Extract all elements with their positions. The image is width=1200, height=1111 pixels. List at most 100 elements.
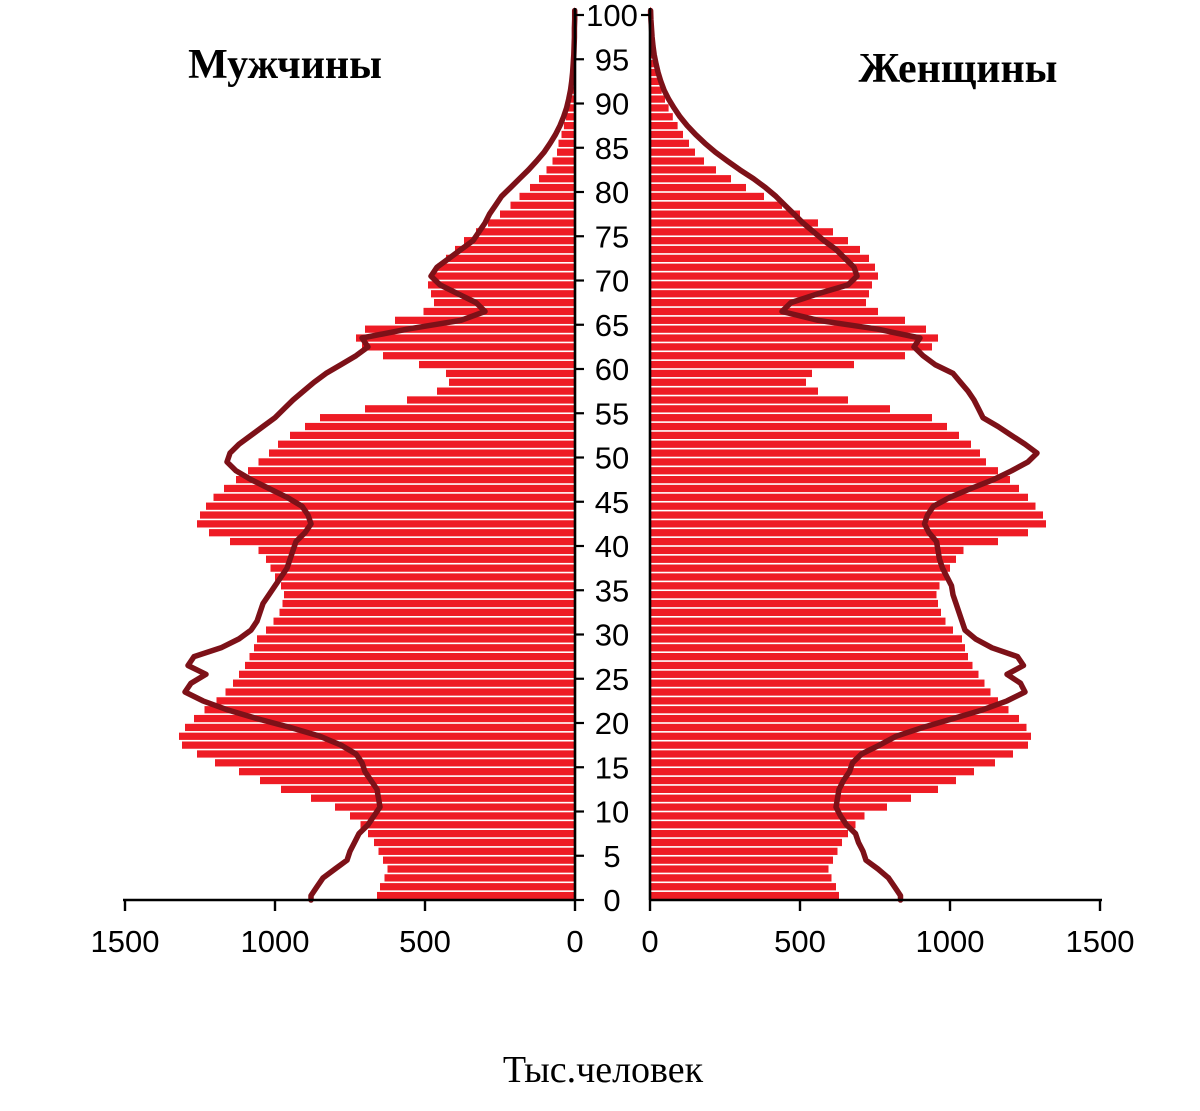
axes-layer [123, 8, 1102, 902]
males-bars-age-17 [182, 741, 575, 749]
males-bars-age-51 [278, 440, 575, 448]
males-bars-age-76 [488, 219, 575, 227]
females-bars-age-49 [650, 458, 986, 466]
females-bars-age-4 [650, 856, 833, 864]
females-bars-age-59 [650, 369, 812, 378]
females-bars-age-91 [650, 86, 662, 94]
males-bars-age-69 [428, 281, 575, 289]
males-bars-age-31 [273, 617, 575, 625]
left-x-tick-label-1500: 1500 [91, 924, 160, 959]
age-tick-label-60: 60 [595, 352, 629, 387]
age-tick-label-10: 10 [595, 795, 629, 830]
females-bars-age-14 [650, 768, 974, 776]
females-bars-age-79 [650, 192, 764, 201]
males-bars-age-2 [384, 874, 575, 882]
females-bars-age-75 [650, 228, 833, 236]
males-bars-age-63 [356, 334, 575, 342]
females-bars-age-68 [650, 290, 869, 298]
females-bars-age-7 [650, 830, 848, 838]
females-bars-age-36 [650, 573, 946, 581]
males-bars-age-79 [519, 192, 575, 201]
males-bars-age-6 [374, 838, 575, 847]
males-bars-age-9 [350, 812, 575, 820]
females-bars-age-6 [650, 838, 842, 847]
males-bars-age-49 [258, 458, 575, 466]
age-tick-label-45: 45 [595, 485, 629, 520]
females-bars-age-84 [650, 148, 695, 156]
males-bars-age-7 [368, 830, 575, 838]
females-bars-age-9 [650, 812, 865, 820]
males-bars-age-13 [260, 776, 575, 785]
females-bars-age-56 [650, 396, 848, 404]
females-bars-age-66 [650, 307, 878, 316]
left-panel-title: Мужчины [188, 42, 382, 88]
females-bars-age-78 [650, 201, 782, 209]
females-bars-age-45 [650, 493, 1028, 501]
females-bars-age-83 [650, 157, 704, 165]
females-bars-age-81 [650, 175, 731, 183]
right-x-tick-label-0: 0 [641, 924, 658, 959]
males-bars-age-48 [248, 467, 575, 475]
males-bars-age-62 [362, 343, 575, 351]
males-bars-age-38 [266, 555, 575, 563]
females-bars-age-65 [650, 316, 905, 324]
males-bars-age-66 [423, 307, 575, 316]
females-bars-age-67 [650, 299, 866, 307]
left-x-tick-label-500: 500 [399, 924, 451, 959]
females-bars-age-46 [650, 484, 1019, 493]
males-bars-age-37 [270, 564, 575, 572]
males-bars-age-26 [245, 661, 575, 670]
females-bars-age-39 [650, 546, 964, 555]
males-bars-age-52 [290, 431, 575, 439]
females-bars-age-87 [650, 122, 678, 130]
females-bars-age-63 [650, 334, 938, 342]
males-bars-age-89 [567, 104, 575, 112]
males-bars-age-3 [387, 865, 575, 873]
age-tick-label-85: 85 [595, 131, 629, 166]
males-bars-age-23 [225, 688, 575, 696]
males-bars-age-34 [284, 591, 575, 599]
males-bars-age-12 [281, 785, 575, 793]
females-bars-age-74 [650, 237, 848, 245]
males-bars-age-11 [311, 794, 575, 802]
females-bars-age-0 [650, 891, 839, 900]
females-bars-age-85 [650, 139, 689, 147]
males-bars-age-65 [395, 316, 575, 324]
females-bars-age-27 [650, 653, 968, 661]
males-bars-age-68 [431, 290, 575, 298]
females-bars-age-73 [650, 245, 860, 254]
females-bars-age-17 [650, 741, 1028, 749]
age-tick-label-80: 80 [595, 175, 629, 210]
females-bars-age-20 [650, 714, 1019, 723]
females-bars-age-93 [650, 68, 657, 77]
age-tick-label-75: 75 [595, 219, 629, 254]
males-bars-age-28 [254, 644, 575, 652]
males-bars-age-46 [224, 484, 575, 493]
females-bars-age-34 [650, 591, 937, 599]
males-bars-age-67 [434, 299, 575, 307]
females-bars-age-62 [650, 343, 932, 351]
right-panel-title: Женщины [859, 46, 1058, 92]
males-bars-age-15 [215, 759, 575, 767]
males-bars-age-58 [449, 378, 575, 386]
age-tick-label-35: 35 [595, 573, 629, 608]
age-tick-label-90: 90 [595, 87, 629, 122]
males-bars-age-18 [179, 732, 575, 740]
females-bars-age-52 [650, 431, 959, 439]
males-bars-age-24 [233, 679, 575, 687]
males-bars-age-61 [383, 352, 575, 360]
males-bars-age-73 [455, 245, 575, 254]
females-bars-age-88 [650, 113, 673, 121]
females-bars-age-28 [650, 644, 965, 652]
females-bars-age-82 [650, 166, 716, 174]
males-bars-age-81 [539, 175, 575, 183]
males-bars-age-86 [561, 130, 575, 139]
males-bars-age-43 [200, 511, 575, 519]
age-tick-label-50: 50 [595, 441, 629, 476]
females-bars-age-69 [650, 281, 872, 289]
males-bars-age-30 [266, 626, 575, 634]
males-bars-age-10 [335, 803, 575, 811]
females-bars-age-80 [650, 183, 746, 192]
males-bars-age-1 [380, 883, 575, 891]
